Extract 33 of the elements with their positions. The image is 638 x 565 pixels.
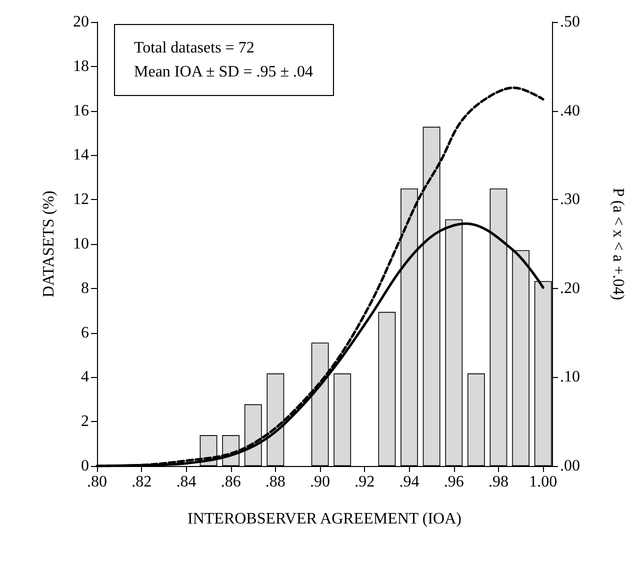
annotation: Total datasets = 72 <box>134 40 254 56</box>
y2-tick-label: .20 <box>560 280 580 297</box>
y2-tick-label: .50 <box>560 14 580 30</box>
y-tick-label: 10 <box>73 236 89 252</box>
x-tick-label: .80 <box>87 474 107 490</box>
y-tick-label: 18 <box>73 58 89 75</box>
y-tick-label: 8 <box>81 280 89 297</box>
y2-tick-label: .10 <box>560 368 580 386</box>
x-tick-label: .82 <box>132 474 152 490</box>
y-tick-label: 16 <box>73 102 89 120</box>
y-axis-title: DATASETS (%) <box>40 190 58 298</box>
y2-axis-title: P (a < x < a +.04) <box>610 188 626 300</box>
y-tick-label: 20 <box>73 14 89 30</box>
annotation: Mean IOA ± SD = .95 ± .04 <box>134 64 314 80</box>
y2-tick-label: .40 <box>560 102 580 120</box>
y-tick-label: 0 <box>81 458 89 474</box>
x-tick-label: .84 <box>176 474 196 490</box>
y-tick-label: 6 <box>81 324 89 342</box>
x-tick-label: 1.00 <box>529 474 558 490</box>
x-tick-label: .96 <box>444 474 464 490</box>
x-tick-label: .94 <box>399 474 420 490</box>
y2-tick-label: .30 <box>560 191 580 208</box>
x-tick-label: .88 <box>265 474 286 490</box>
y-tick-label: 4 <box>81 368 89 386</box>
x-tick-label: .98 <box>488 474 508 490</box>
y-tick-label: 14 <box>73 146 89 164</box>
x-tick-label: .86 <box>220 474 241 490</box>
y-tick-label: 12 <box>73 191 89 208</box>
x-tick-label: .90 <box>310 474 330 490</box>
y2-tick-label: .00 <box>560 458 580 474</box>
x-tick-label: .92 <box>354 474 375 490</box>
x-axis-title: INTEROBSERVER AGREEMENT (IOA) <box>188 510 462 528</box>
y-tick-label: 2 <box>81 413 89 430</box>
